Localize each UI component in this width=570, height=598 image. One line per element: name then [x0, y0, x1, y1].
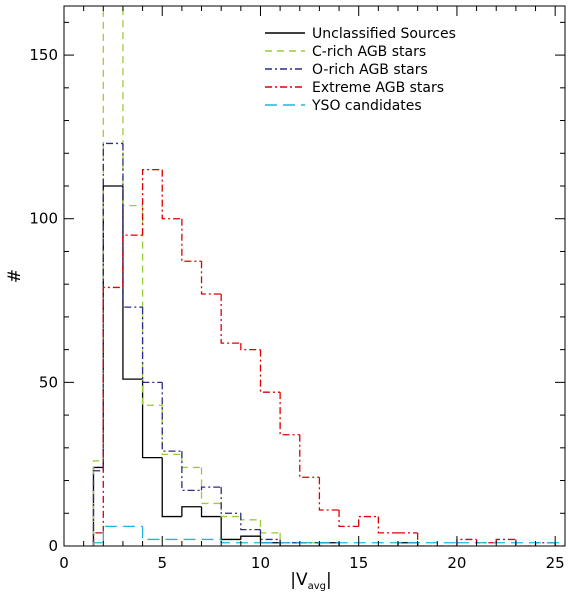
histogram-bin [102, 525, 143, 543]
histogram-bin [220, 487, 241, 514]
legend-label: YSO candidates [311, 98, 422, 114]
y-tick-label: 50 [39, 373, 58, 391]
histogram-bin [92, 532, 104, 546]
histogram-bin [102, 6, 104, 461]
histogram-bin [240, 513, 261, 531]
histogram-bin [181, 218, 202, 262]
histogram-bin [200, 486, 222, 491]
histogram-bin [240, 516, 261, 521]
histogram-bin [456, 542, 565, 546]
x-axis-title: |Vavg| [290, 570, 332, 592]
histogram-bin [338, 510, 359, 528]
histogram-bin [161, 169, 182, 220]
x-tick-label: 10 [251, 554, 270, 572]
x-tick-label: 15 [349, 554, 368, 572]
histogram-bin [220, 294, 241, 344]
x-axis-title-main: |V [290, 570, 308, 590]
series-4 [92, 525, 565, 546]
y-tick-label: 100 [29, 210, 58, 228]
histogram-bin [318, 477, 340, 511]
histogram-bin [358, 515, 379, 527]
histogram-bin [92, 466, 104, 546]
histogram-bin [92, 470, 104, 546]
histogram-bin [259, 349, 281, 393]
x-tick-label: 20 [447, 554, 466, 572]
legend: Unclassified Sources C-rich AGB stars O-ri… [265, 26, 456, 114]
histogram-bin [181, 506, 202, 517]
histogram-bin [200, 506, 222, 518]
histogram-bin [240, 343, 261, 351]
histogram-bin [279, 392, 300, 436]
legend-label: O-rich AGB stars [312, 62, 428, 78]
histogram-bin [122, 234, 143, 288]
plot-frame [63, 5, 566, 547]
histogram-bin [102, 142, 123, 471]
histogram-bin [240, 535, 261, 540]
histogram-bin [92, 460, 104, 546]
x-tick-label: 5 [157, 554, 167, 572]
histogram-bin [259, 519, 281, 534]
x-tick-label: 0 [59, 554, 69, 572]
histogram-bin [181, 451, 202, 492]
histogram-bin [141, 205, 163, 406]
series-2 [92, 142, 340, 546]
histogram-bin [141, 526, 222, 541]
legend-label: C-rich AGB stars [312, 44, 426, 60]
histogram-bin [181, 454, 202, 469]
histogram-bin [161, 405, 182, 456]
histogram-bin [122, 6, 143, 207]
histogram-bin [102, 185, 123, 468]
y-tick-label: 0 [48, 537, 58, 555]
histogram-bin [141, 168, 163, 236]
x-axis-title-subscript: avg [308, 581, 326, 592]
histogram-bin [220, 503, 241, 518]
histogram-bin [220, 516, 241, 541]
histogram-bin [122, 186, 143, 380]
y-axis-title: # [5, 269, 25, 283]
histogram-bin [141, 379, 163, 459]
histogram-bin [416, 532, 438, 546]
histogram-bin [377, 516, 398, 534]
x-axis-title-end: | [326, 570, 332, 590]
histogram-bin [122, 143, 143, 308]
histogram-bin [141, 307, 163, 384]
histogram-bin [161, 382, 182, 452]
histogram-bin [92, 542, 104, 546]
histogram-bin [161, 457, 182, 518]
x-tick-label: 25 [546, 554, 565, 572]
histogram-bin [299, 434, 320, 478]
legend-label: Unclassified Sources [312, 26, 456, 42]
histogram-bin [102, 286, 123, 533]
series-3 [92, 168, 565, 546]
legend-label: Extreme AGB stars [312, 80, 444, 96]
histogram-bin [279, 532, 300, 544]
axis-titles: # |Vavg| [5, 269, 332, 592]
histogram-bin [200, 261, 222, 295]
histogram-bin [200, 467, 222, 505]
ticks-layer: 0 5 10 15 20 25 0 50 100 150 [29, 6, 565, 572]
histogram-bin [259, 529, 281, 541]
y-tick-label: 150 [29, 46, 58, 64]
